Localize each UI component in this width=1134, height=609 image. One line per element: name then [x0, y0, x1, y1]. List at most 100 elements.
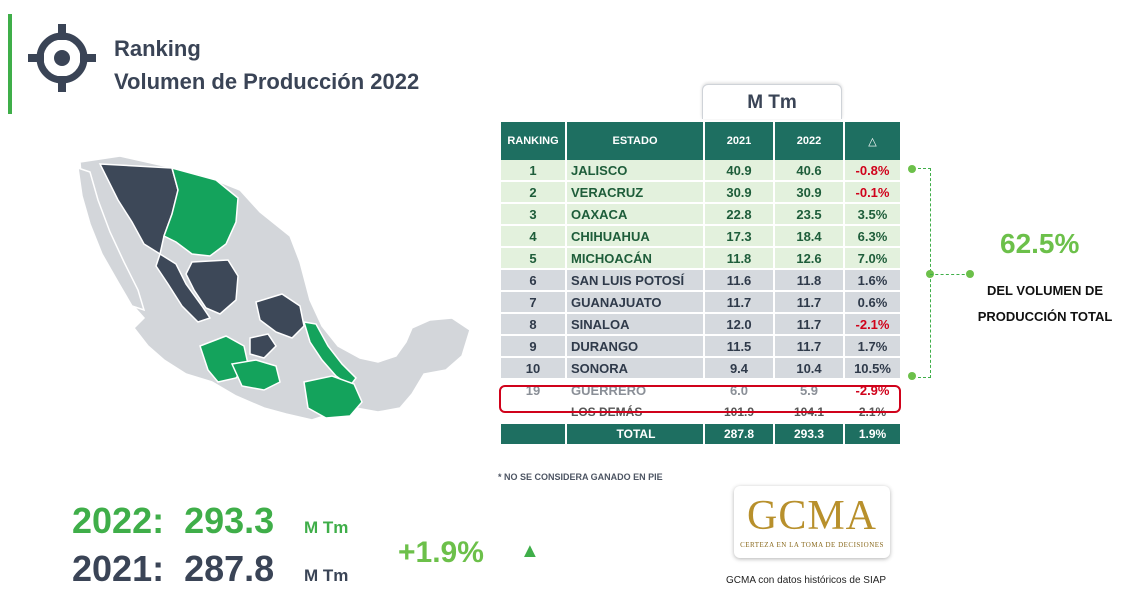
table-row: 10 SONORA 9.4 10.4 10.5%: [501, 357, 902, 380]
cell-delta: 10.5%: [844, 357, 902, 380]
logo-text: GCMA: [746, 493, 878, 539]
map-durango: [185, 259, 239, 315]
map-baja: [77, 166, 146, 312]
summary-2021-unit: M Tm: [304, 566, 349, 585]
cell-state: OAXACA: [566, 203, 705, 226]
cell-2021: 11.7: [704, 291, 775, 314]
cell-2022: 40.6: [774, 160, 845, 182]
cell-delta: -0.1%: [844, 181, 902, 204]
cell-2021: 6.0: [704, 379, 775, 402]
table-row: 8 SINALOA 12.0 11.7 -2.1%: [501, 313, 902, 336]
cell-2022: 23.5: [774, 203, 845, 226]
map-chihuahua: [163, 166, 239, 257]
summary-2022: 2022: 293.3: [72, 500, 274, 542]
table-row: 1 JALISCO 40.9 40.6 -0.8%: [501, 160, 902, 182]
connector-line: [930, 274, 970, 275]
map-oaxaca: [303, 375, 363, 419]
cell-state: SONORA: [566, 357, 705, 380]
cell-delta: -0.8%: [844, 160, 902, 182]
cell-delta: 3.5%: [844, 203, 902, 226]
mexico-map: [77, 155, 471, 421]
cell-state: TOTAL: [566, 423, 705, 446]
summary-2021: 2021: 287.8: [72, 548, 274, 590]
target-icon: [28, 24, 96, 92]
cell-rank: 8: [501, 313, 567, 336]
cell-rank: 19: [501, 379, 567, 402]
highlight-box: [499, 385, 901, 413]
header-2021: 2021: [704, 122, 775, 160]
cell-2022: 10.4: [774, 357, 845, 380]
cell-rank: 3: [501, 203, 567, 226]
cell-2022: 293.3: [774, 423, 845, 446]
logo-tagline: CERTEZA EN LA TOMA DE DECISIONES: [740, 541, 884, 549]
summary-2021-label: 2021:: [72, 548, 165, 589]
cell-delta: 0.6%: [844, 291, 902, 314]
cell-rank: 4: [501, 225, 567, 248]
cell-2021: 12.0: [704, 313, 775, 336]
cell-delta: 7.0%: [844, 247, 902, 270]
cell-delta: 1.7%: [844, 335, 902, 358]
gcma-logo: GCMA CERTEZA EN LA TOMA DE DECISIONES: [734, 486, 890, 558]
cell-rank: 7: [501, 291, 567, 314]
cell-2022: 12.6: [774, 247, 845, 270]
source-credit: GCMA con datos históricos de SIAP: [726, 575, 887, 586]
title-line-1: Ranking: [114, 36, 201, 61]
cell-2022: 11.7: [774, 335, 845, 358]
header-delta: △: [844, 122, 902, 160]
up-triangle-icon: ▲: [520, 540, 540, 562]
bracket-dot-bottom: [908, 372, 916, 380]
footnote: * NO SE CONSIDERA GANADO EN PIE: [498, 472, 663, 482]
header-2022: 2022: [774, 122, 845, 160]
summary-2021-value: 287.8: [184, 548, 275, 589]
cell-delta: -2.1%: [844, 313, 902, 336]
table-row: 6 SAN LUIS POTOSÍ 11.6 11.8 1.6%: [501, 269, 902, 292]
table-row-total: TOTAL 287.8 293.3 1.9%: [501, 423, 902, 446]
cell-rank: 9: [501, 335, 567, 358]
cell-state: MICHOACÁN: [566, 247, 705, 270]
cell-state: JALISCO: [566, 160, 705, 182]
growth-value: +1.9%: [398, 536, 484, 569]
table-row: 4 CHIHUAHUA 17.3 18.4 6.3%: [501, 225, 902, 248]
summary-2022-value: 293.3: [184, 500, 275, 541]
map-slp: [255, 293, 305, 339]
cell-state: DURANGO: [566, 335, 705, 358]
cell-2022: 18.4: [774, 225, 845, 248]
cell-state: SAN LUIS POTOSÍ: [566, 269, 705, 292]
header-estado: ESTADO: [566, 122, 705, 160]
table-header-row: RANKING ESTADO 2021 2022 △: [501, 122, 902, 160]
unit-header: M Tm: [702, 84, 842, 119]
cell-2021: 30.9: [704, 181, 775, 204]
header-ranking: RANKING: [501, 122, 567, 160]
page-title: Ranking Volumen de Producción 2022: [114, 32, 419, 98]
cell-state: VERACRUZ: [566, 181, 705, 204]
cell-rank: 2: [501, 181, 567, 204]
cell-2022: 11.7: [774, 313, 845, 336]
bracket-dot-top: [908, 165, 916, 173]
cell-delta: 1.9%: [844, 423, 902, 446]
cell-2021: 22.8: [704, 203, 775, 226]
share-value: 62.5%: [1000, 228, 1080, 259]
cell-2021: 9.4: [704, 357, 775, 380]
cell-2022: 30.9: [774, 181, 845, 204]
map-veracruz: [302, 321, 357, 388]
summary-2022-unit: M Tm: [304, 518, 349, 537]
cell-2022: 11.7: [774, 291, 845, 314]
cell-2022: 11.8: [774, 269, 845, 292]
summary-2022-label: 2022:: [72, 500, 165, 541]
cell-rank: [501, 423, 567, 446]
share-label-line-2: PRODUCCIÓN TOTAL: [977, 309, 1113, 324]
map-guanajuato: [249, 333, 277, 359]
title-line-2: Volumen de Producción 2022: [114, 69, 420, 94]
share-label-line-1: DEL VOLUMEN DE: [986, 283, 1104, 298]
connector-dot: [966, 270, 974, 278]
cell-2021: 40.9: [704, 160, 775, 182]
cell-delta: 1.6%: [844, 269, 902, 292]
table-row: 9 DURANGO 11.5 11.7 1.7%: [501, 335, 902, 358]
table-row: 7 GUANAJUATO 11.7 11.7 0.6%: [501, 291, 902, 314]
cell-2021: 287.8: [704, 423, 775, 446]
map-michoacan: [230, 359, 281, 391]
ranking-table: RANKING ESTADO 2021 2022 △ 1 JALISCO 40.…: [501, 122, 902, 446]
cell-state: CHIHUAHUA: [566, 225, 705, 248]
cell-2021: 11.8: [704, 247, 775, 270]
cell-state: GUANAJUATO: [566, 291, 705, 314]
